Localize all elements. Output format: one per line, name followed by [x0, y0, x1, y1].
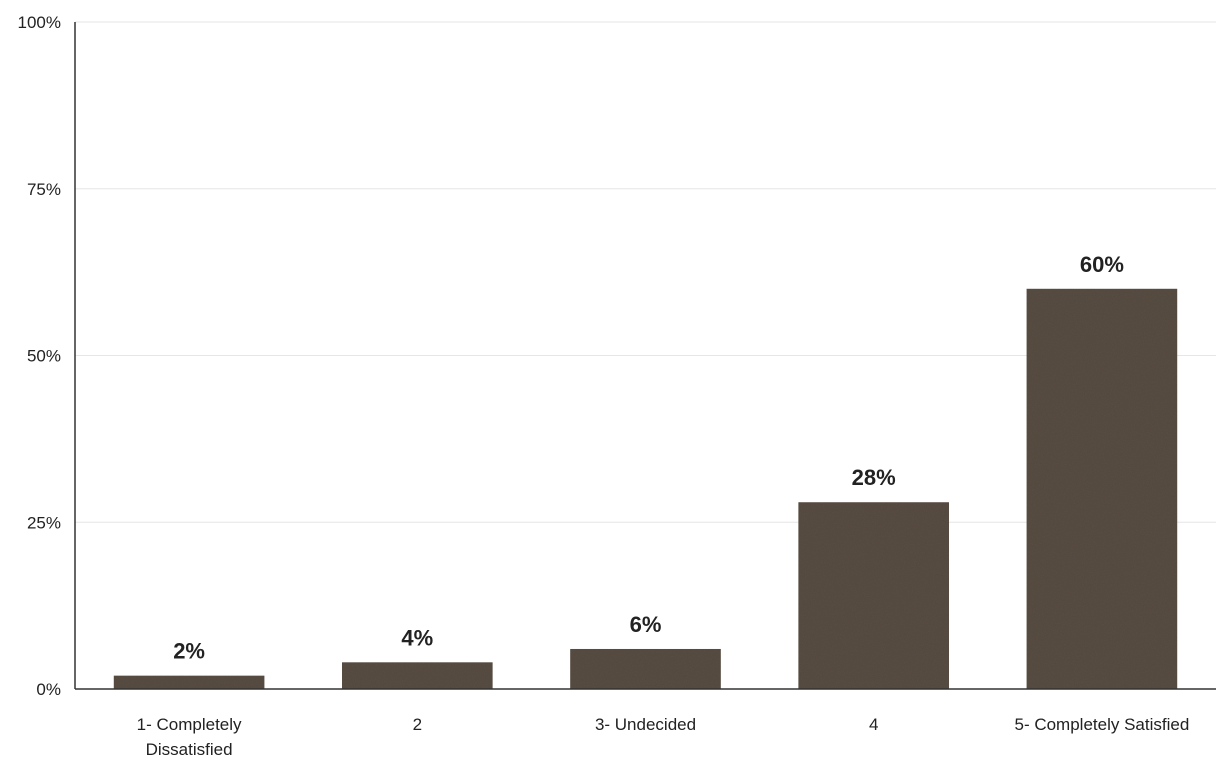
x-tick-label: 4: [869, 715, 878, 734]
y-tick-label: 0%: [36, 680, 61, 699]
data-label: 6%: [630, 612, 662, 637]
y-axis: 0% 25% 50% 75% 100%: [18, 13, 76, 699]
data-labels: 2% 4% 6% 28% 60%: [173, 252, 1124, 664]
x-tick-label: 1- Completely Dissatisfied: [137, 715, 242, 759]
y-tick-label: 100%: [18, 13, 61, 32]
data-label: 2%: [173, 639, 205, 664]
bar: [1026, 288, 1178, 689]
bar: [570, 648, 721, 689]
data-label: 28%: [852, 465, 896, 490]
bars: [113, 288, 1178, 689]
data-label: 60%: [1080, 252, 1124, 277]
bar: [113, 675, 265, 689]
bar: [341, 662, 493, 689]
data-label: 4%: [401, 625, 433, 650]
y-tick-label: 50%: [27, 347, 61, 366]
x-tick-label: 5- Completely Satisfied: [1014, 715, 1189, 734]
bar: [798, 502, 950, 689]
gridlines: [75, 21, 1216, 523]
y-tick-label: 25%: [27, 513, 61, 532]
x-tick-label: 2: [413, 715, 422, 734]
x-axis: 1- Completely Dissatisfied 2 3- Undecided 4 5…: [75, 688, 1216, 759]
y-tick-label: 75%: [27, 180, 61, 199]
x-tick-label: 3- Undecided: [595, 715, 696, 734]
